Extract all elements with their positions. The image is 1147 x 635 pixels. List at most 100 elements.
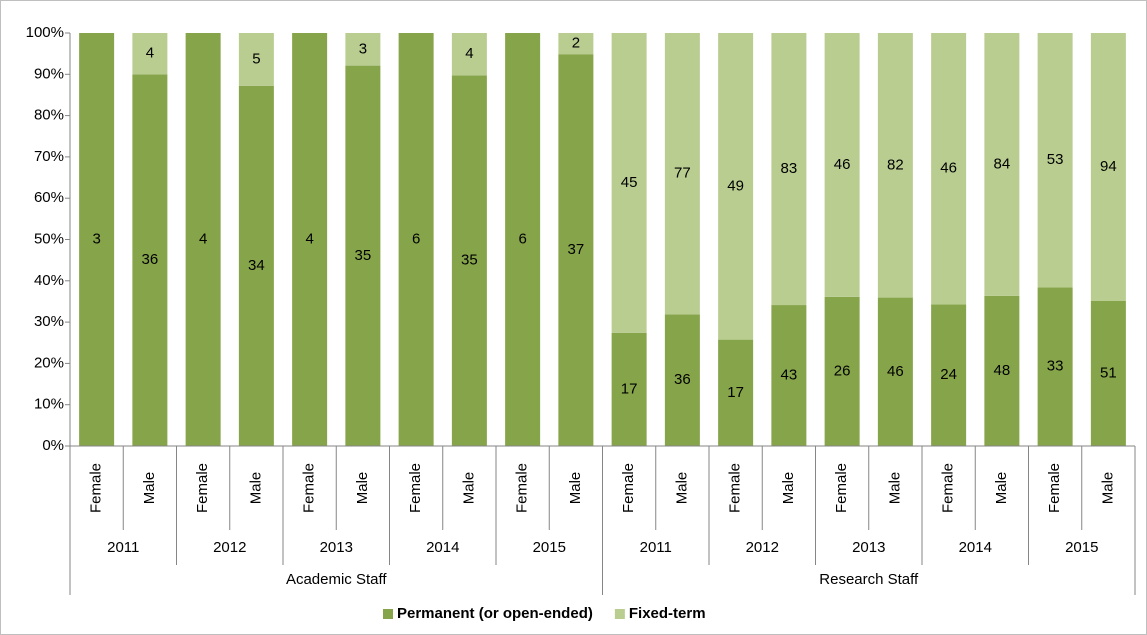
year-label: 2014 [959,539,992,556]
year-label: 2013 [320,539,353,556]
data-label: 46 [887,363,904,380]
year-label: 2014 [426,539,459,556]
x-tick-label: Female [88,463,105,513]
x-tick-label: Female [301,463,318,513]
x-tick-label: Female [194,463,211,513]
x-tick-label: Male [354,472,371,505]
data-label: 5 [252,50,260,67]
data-label: 37 [568,241,585,258]
bar-segment [132,74,168,447]
data-label: 45 [621,174,638,191]
data-label: 2 [572,35,580,52]
x-tick-label: Female [833,463,850,513]
x-tick-label: Male [247,472,264,505]
bar-segment [398,33,434,446]
data-label: 94 [1100,158,1117,175]
y-tick-label: 90% [34,65,64,82]
x-tick-label: Female [1046,463,1063,513]
bar-segment [824,33,860,297]
data-label: 33 [1047,358,1064,375]
bar-segment [1037,287,1073,446]
y-tick-label: 10% [34,396,64,413]
bar-segment [664,314,700,446]
data-label: 48 [994,362,1011,379]
bar-segment [558,33,594,55]
x-tick-label: Male [780,472,797,505]
data-label: 34 [248,257,265,274]
x-tick-label: Female [407,463,424,513]
bar-segment [984,295,1020,446]
x-tick-label: Male [567,472,584,505]
data-label: 77 [674,165,691,182]
data-label: 83 [781,160,798,177]
x-tick-label: Female [727,463,744,513]
bar-segment [1037,33,1073,288]
bar-segment [558,54,594,447]
year-label: 2015 [533,539,566,556]
data-label: 3 [359,40,367,57]
bar-segment [664,33,700,315]
data-label: 35 [461,252,478,269]
data-label: 84 [994,155,1011,172]
bar-segment [345,33,381,66]
year-label: 2011 [107,539,139,556]
bar-segment [505,33,541,446]
x-tick-label: Male [993,472,1010,505]
data-label: 46 [834,156,851,173]
bar-segment [931,304,967,446]
data-label: 4 [146,45,154,62]
bar-segment [824,296,860,446]
data-label: 35 [355,247,372,264]
x-tick-label: Female [940,463,957,513]
data-label: 4 [305,230,313,247]
bar-segment [132,33,168,75]
bar-segment [1090,33,1126,301]
data-label: 17 [621,380,638,397]
group-label: Academic Staff [286,571,387,588]
y-tick-label: 30% [34,313,64,330]
x-tick-label: Male [460,472,477,505]
bar-segment [611,33,647,333]
bar-segment [451,33,487,76]
x-tick-label: Female [620,463,637,513]
data-label: 82 [887,156,904,173]
x-tick-label: Female [514,463,531,513]
year-label: 2012 [746,539,779,556]
y-tick-label: 100% [26,24,64,41]
year-label: 2012 [213,539,246,556]
data-label: 6 [518,230,526,247]
data-label: 4 [199,230,207,247]
bar-segment [877,33,913,298]
data-label: 53 [1047,151,1064,168]
bar-segment [238,33,274,86]
y-tick-label: 20% [34,354,64,371]
data-label: 36 [142,251,159,268]
data-label: 49 [727,177,744,194]
x-tick-label: Male [141,472,158,505]
bar-segment [718,339,754,446]
bar-segment [451,75,487,446]
bar-segment [1090,300,1126,446]
bar-segment [771,305,807,446]
bar-segment [931,33,967,305]
legend-swatch [614,609,625,619]
y-tick-label: 80% [34,107,64,124]
data-label: 36 [674,371,691,388]
legend-swatch [383,609,393,619]
data-label: 24 [940,366,957,383]
x-tick-label: Male [886,472,903,505]
y-tick-label: 60% [34,189,64,206]
bar-segment [718,33,754,340]
y-tick-label: 40% [34,272,64,289]
bar-segment [345,65,381,447]
group-label: Research Staff [819,571,919,588]
bar-segment [771,33,807,306]
data-label: 51 [1100,364,1117,381]
y-tick-label: 50% [34,230,64,247]
bar-segment [79,33,115,446]
y-tick-label: 0% [42,437,64,454]
data-label: 3 [92,230,100,247]
data-label: 46 [940,160,957,177]
y-tick-label: 70% [34,148,64,165]
